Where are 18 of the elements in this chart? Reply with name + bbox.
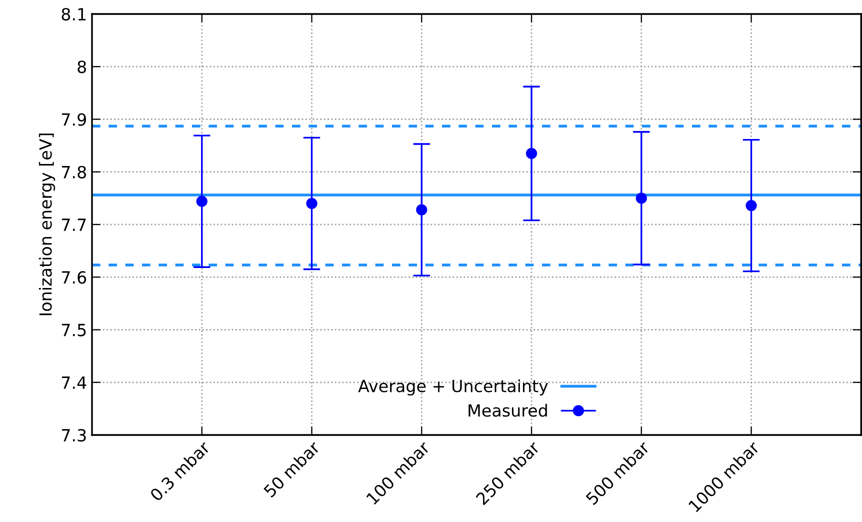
y-tick-label: 7.6 [62, 271, 86, 284]
point [416, 204, 428, 216]
y-tick-label: 8.1 [62, 8, 86, 21]
point [196, 196, 208, 207]
y-tick-label: 7.7 [62, 218, 86, 231]
point [746, 200, 757, 212]
y-tick-label: 8 [78, 60, 86, 74]
y-tick-label: 7.4 [62, 376, 86, 389]
y-tick-label: 7.8 [62, 166, 86, 178]
point [526, 148, 538, 160]
y-tick-label: 7.3 [62, 428, 86, 442]
y-axis-title: Ionization energy [eV] [38, 134, 56, 316]
y-tick-label: 7.9 [62, 113, 86, 126]
legend-label: Measured [468, 404, 547, 417]
legend-label: Average + Uncertainty [358, 379, 548, 396]
y-tick-label: 7.5 [62, 324, 86, 336]
point [306, 198, 318, 210]
point [636, 192, 647, 204]
